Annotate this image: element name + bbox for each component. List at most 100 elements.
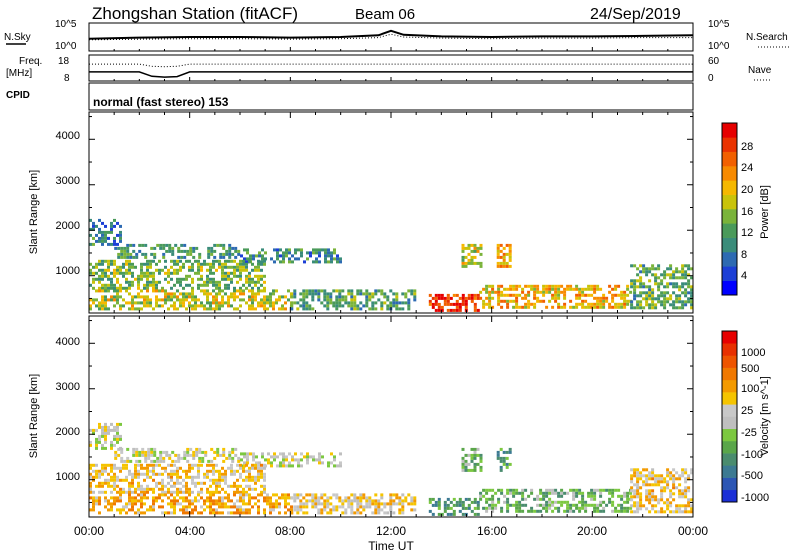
range-gate-cell bbox=[636, 477, 640, 481]
range-gate-cell bbox=[630, 264, 634, 268]
range-gate-cell bbox=[248, 493, 251, 497]
range-gate-cell bbox=[125, 286, 128, 290]
range-gate-cell bbox=[89, 268, 92, 272]
range-gate-cell bbox=[347, 505, 351, 509]
range-gate-cell bbox=[98, 502, 101, 506]
range-gate-cell bbox=[182, 505, 185, 509]
range-gate-cell bbox=[137, 277, 140, 281]
range-gate-cell bbox=[107, 230, 110, 234]
range-gate-cell bbox=[335, 493, 339, 497]
range-gate-cell bbox=[584, 287, 588, 291]
range-gate-cell bbox=[176, 277, 179, 281]
range-gate-cell bbox=[191, 490, 194, 494]
range-gate-cell bbox=[110, 271, 113, 275]
range-gate-cell bbox=[299, 493, 303, 497]
range-gate-cell bbox=[505, 261, 509, 265]
range-gate-cell bbox=[333, 251, 336, 255]
range-gate-cell bbox=[437, 302, 441, 306]
range-gate-cell bbox=[473, 243, 477, 247]
range-gate-cell bbox=[506, 491, 510, 495]
range-gate-cell bbox=[206, 499, 209, 503]
range-gate-cell bbox=[431, 497, 435, 501]
range-gate-cell bbox=[575, 287, 579, 291]
range-gate-cell bbox=[530, 287, 534, 291]
range-gate-cell bbox=[350, 499, 354, 503]
range-gate-cell bbox=[431, 503, 435, 507]
range-gate-cell bbox=[684, 288, 688, 292]
range-gate-cell bbox=[461, 264, 465, 268]
range-gate-cell bbox=[536, 494, 540, 498]
range-gate-cell bbox=[170, 292, 173, 296]
range-gate-cell bbox=[569, 287, 573, 291]
range-gate-cell bbox=[458, 296, 462, 300]
range-gate-cell bbox=[131, 280, 134, 284]
freq-tick-top: 18 bbox=[58, 56, 70, 67]
range-gate-cell bbox=[312, 260, 315, 264]
range-gate-cell bbox=[194, 481, 197, 485]
range-gate-cell bbox=[254, 487, 257, 491]
range-gate-cell bbox=[188, 283, 191, 287]
range-gate-cell bbox=[191, 280, 194, 284]
range-gate-cell bbox=[311, 502, 315, 506]
range-gate-cell bbox=[533, 296, 537, 300]
range-gate-cell bbox=[633, 294, 637, 298]
range-gate-cell bbox=[270, 455, 273, 459]
range-gate-cell bbox=[243, 455, 246, 459]
range-gate-cell bbox=[350, 508, 354, 512]
range-gate-cell bbox=[305, 505, 309, 509]
range-gate-cell bbox=[194, 496, 197, 500]
range-gate-cell bbox=[257, 262, 260, 266]
range-gate-cell bbox=[678, 510, 682, 514]
range-gate-cell bbox=[152, 271, 155, 275]
range-gate-cell bbox=[198, 252, 202, 256]
range-gate-cell bbox=[452, 293, 456, 297]
range-gate-cell bbox=[461, 500, 465, 504]
range-gate-cell bbox=[499, 447, 503, 451]
range-gate-cell bbox=[239, 493, 242, 497]
range-gate-cell bbox=[152, 499, 155, 503]
range-gate-cell bbox=[326, 496, 330, 500]
range-gate-cell bbox=[186, 450, 190, 454]
range-gate-cell bbox=[209, 271, 212, 275]
range-gate-cell bbox=[350, 295, 354, 299]
range-gate-cell bbox=[164, 259, 167, 263]
range-gate-cell bbox=[642, 483, 646, 487]
range-gate-cell bbox=[89, 283, 92, 287]
range-gate-cell bbox=[359, 292, 363, 296]
range-gate-cell bbox=[159, 450, 163, 454]
range-gate-cell bbox=[227, 271, 230, 275]
range-gate-cell bbox=[224, 283, 227, 287]
range-gate-cell bbox=[173, 283, 176, 287]
range-gate-cell bbox=[648, 489, 652, 493]
range-gate-cell bbox=[687, 504, 691, 508]
range-gate-cell bbox=[617, 302, 621, 306]
range-gate-cell bbox=[614, 293, 618, 297]
range-gate-cell bbox=[380, 508, 384, 512]
range-gate-cell bbox=[116, 478, 119, 482]
range-gate-cell bbox=[508, 462, 512, 466]
range-gate-cell bbox=[636, 468, 640, 472]
range-gate-cell bbox=[128, 484, 131, 488]
range-gate-cell bbox=[182, 298, 185, 302]
range-gate-cell bbox=[669, 504, 673, 508]
range-gate-cell bbox=[566, 284, 570, 288]
range-gate-cell bbox=[681, 510, 685, 514]
range-gate-cell bbox=[449, 500, 453, 504]
range-gate-cell bbox=[194, 295, 197, 299]
range-gate-cell bbox=[203, 280, 206, 284]
range-gate-cell bbox=[626, 494, 630, 498]
range-gate-cell bbox=[675, 504, 679, 508]
range-gate-cell bbox=[651, 504, 655, 508]
range-gate-cell bbox=[669, 471, 673, 475]
range-gate-cell bbox=[636, 483, 640, 487]
range-gate-cell bbox=[245, 484, 248, 488]
range-gate-cell bbox=[626, 497, 630, 501]
range-gate-cell bbox=[476, 249, 480, 253]
range-gate-cell bbox=[242, 496, 245, 500]
range-gate-cell bbox=[201, 456, 205, 460]
range-gate-cell bbox=[155, 262, 158, 266]
range-gate-cell bbox=[657, 501, 661, 505]
range-gate-cell bbox=[320, 289, 324, 293]
range-gate-cell bbox=[336, 260, 339, 264]
range-gate-cell bbox=[260, 289, 263, 293]
